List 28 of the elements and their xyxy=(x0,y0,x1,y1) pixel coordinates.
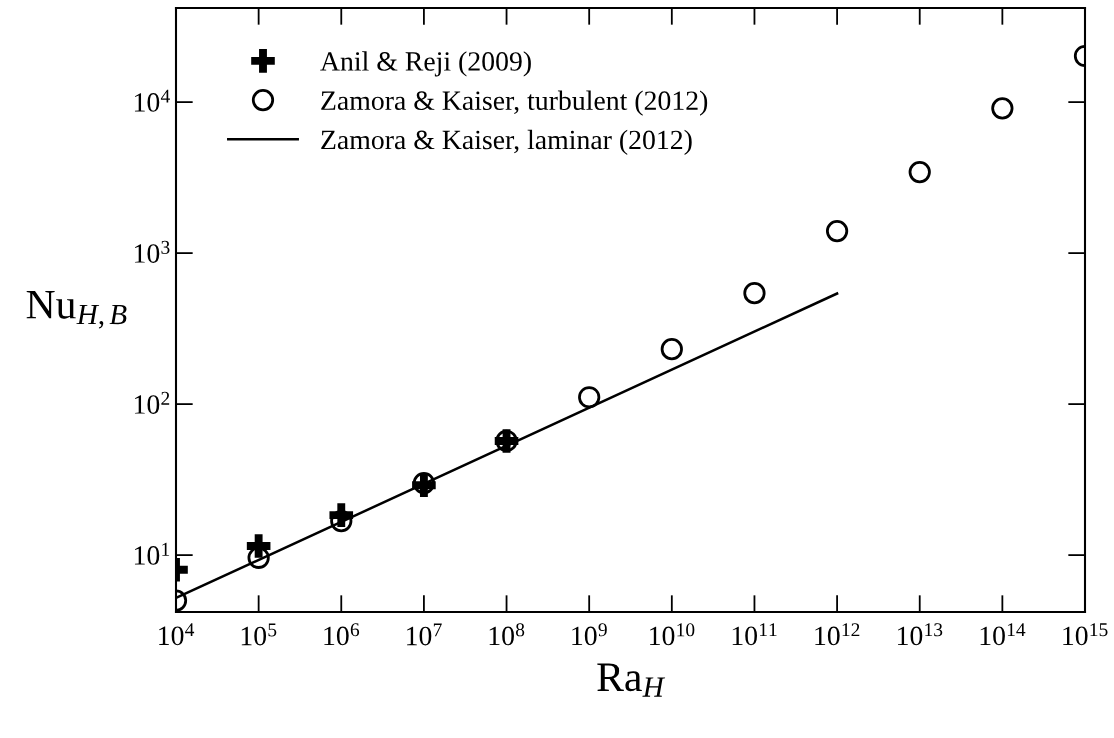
x-tick-label: 10$^{5}$ xyxy=(241,623,277,646)
x-tick-label: 10$^{12}$ xyxy=(815,623,860,646)
point xyxy=(991,97,1014,120)
point xyxy=(578,386,601,409)
x-tick-label: 10$^{13}$ xyxy=(898,623,943,646)
point xyxy=(743,282,766,305)
x-tick-label: 10$^{10}$ xyxy=(650,623,695,646)
x-tick-label: 10$^{9}$ xyxy=(572,623,607,646)
x-tick-label: 10$^{6}$ xyxy=(324,623,360,646)
point xyxy=(330,509,353,533)
x-axis-title: Ra$_{H}$ xyxy=(597,663,666,697)
point xyxy=(908,160,931,184)
point xyxy=(825,219,849,243)
y-tick-label: 10$^{4}$ xyxy=(134,89,170,112)
x-tick-label: 10$^{7}$ xyxy=(407,623,442,646)
x-tick-label: 10$^{11}$ xyxy=(732,623,777,646)
legend-label: Anil & Reji (2009) xyxy=(320,51,531,77)
y-tick-label: 10$^{2}$ xyxy=(134,391,170,414)
x-tick-label: 10$^{4}$ xyxy=(159,623,195,646)
x-tick-label: 10$^{15}$ xyxy=(1063,623,1108,646)
y-axis-title: Nu$_{H,B}$ xyxy=(26,291,127,329)
y-tick-label: 10$^{3}$ xyxy=(134,240,170,263)
x-tick-label: 10$^{14}$ xyxy=(980,623,1026,646)
legend-label: Zamora & Kaiser, turbulent (2012) xyxy=(321,90,708,116)
legend-label: Zamora & Kaiser, laminar (2012) xyxy=(321,129,692,155)
y-tick-label: 10$^{1}$ xyxy=(134,542,170,565)
point xyxy=(660,338,683,361)
x-tick-label: 10$^{8}$ xyxy=(489,623,525,646)
